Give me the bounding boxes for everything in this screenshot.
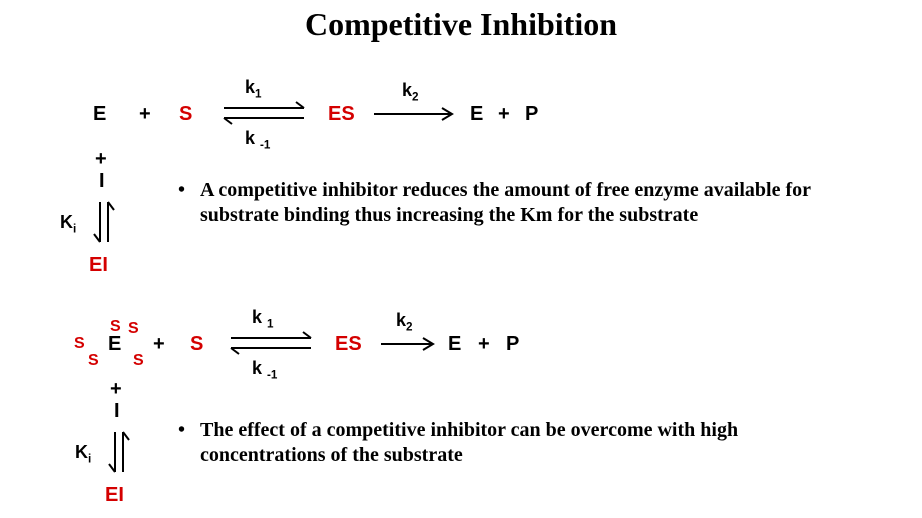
rate-k1-2-label: k — [252, 307, 262, 327]
plus-vert-2: + — [110, 378, 122, 401]
page-title: Competitive Inhibition — [0, 6, 922, 43]
rate-Ki-sub: i — [73, 223, 76, 236]
s-cluster-1: S — [74, 335, 85, 353]
species-E: E — [93, 103, 106, 126]
plus-vert-1: + — [95, 148, 107, 171]
s-cluster-3: S — [128, 320, 139, 338]
rate-k1-label: k — [245, 77, 255, 97]
rate-Ki: Ki — [60, 212, 76, 236]
species-S: S — [179, 103, 192, 126]
rate-k1: k1 — [245, 77, 262, 101]
species-ES: ES — [328, 103, 355, 126]
rate-k1-sub: 1 — [255, 88, 262, 101]
s-cluster-4: S — [88, 352, 99, 370]
rate-km1: k -1 — [245, 128, 270, 152]
species-S-2: S — [190, 333, 203, 356]
rate-k2: k2 — [402, 80, 419, 104]
vert-equilibrium-2 — [105, 426, 135, 480]
rate-km1-2-label: k — [252, 358, 262, 378]
species-E-2: E — [108, 333, 121, 356]
bullet-dot-icon-2: • — [178, 418, 185, 443]
rate-Ki-2-sub: i — [88, 453, 91, 466]
forward-arrow-2 — [377, 334, 441, 354]
bullet-1-text: A competitive inhibitor reduces the amou… — [200, 179, 811, 226]
slide: Competitive Inhibition E + S k1 k -1 ES … — [0, 0, 922, 518]
rate-k1-2: k 1 — [252, 307, 274, 331]
species-I: I — [99, 170, 105, 193]
rate-km1-2-sub: -1 — [267, 369, 277, 382]
rate-k2-2: k2 — [396, 310, 413, 334]
species-I-2: I — [114, 400, 120, 423]
rate-k2-2-label: k — [396, 310, 406, 330]
rate-Ki-2-label: K — [75, 442, 88, 462]
species-E-out-2: E — [448, 333, 461, 356]
bullet-1: • A competitive inhibitor reduces the am… — [200, 178, 850, 228]
plus-4: + — [478, 333, 490, 356]
plus-3: + — [153, 333, 165, 356]
forward-arrow-1 — [370, 104, 460, 124]
bullet-2: • The effect of a competitive inhibitor … — [200, 418, 850, 468]
rate-k1-2-sub: 1 — [267, 318, 274, 331]
species-EI: EI — [89, 254, 108, 277]
plus-2: + — [498, 103, 510, 126]
equilibrium-arrow-2 — [225, 326, 325, 362]
rate-Ki-label: K — [60, 212, 73, 232]
rate-km1-label: k — [245, 128, 255, 148]
species-E-out: E — [470, 103, 483, 126]
rate-Ki-2: Ki — [75, 442, 91, 466]
rate-k2-sub: 2 — [412, 91, 419, 104]
rate-k2-2-sub: 2 — [406, 321, 413, 334]
species-P-2: P — [506, 333, 519, 356]
bullet-2-text: The effect of a competitive inhibitor ca… — [200, 419, 738, 466]
bullet-dot-icon: • — [178, 178, 185, 203]
species-ES-2: ES — [335, 333, 362, 356]
species-EI-2: EI — [105, 484, 124, 507]
plus-1: + — [139, 103, 151, 126]
species-P: P — [525, 103, 538, 126]
equilibrium-arrow-1 — [218, 96, 318, 132]
s-cluster-5: S — [133, 352, 144, 370]
rate-km1-sub: -1 — [260, 139, 270, 152]
rate-k2-label: k — [402, 80, 412, 100]
vert-equilibrium-1 — [90, 196, 120, 250]
rate-km1-2: k -1 — [252, 358, 277, 382]
